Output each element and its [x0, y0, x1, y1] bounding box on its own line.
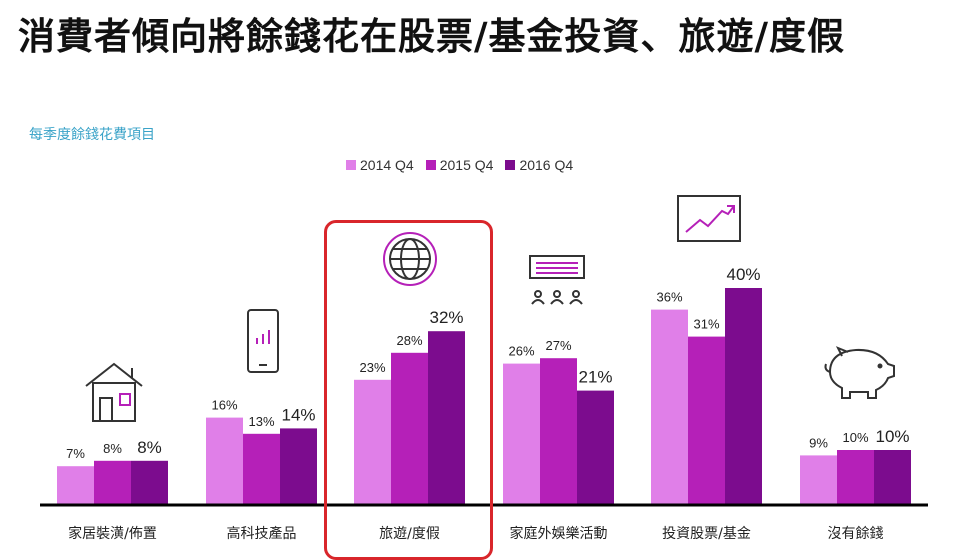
legend-item-2014: 2014 Q4: [346, 157, 414, 173]
category-label-5: 投資股票/基金: [662, 525, 751, 540]
value-label-3-2014-q4: 23%: [359, 360, 385, 375]
value-label-6-2015-q4: 10%: [842, 430, 868, 445]
stock-chart-icon: [677, 195, 741, 242]
legend-swatch-2015: [425, 160, 436, 170]
bar-4-2014-q4: [503, 363, 540, 504]
bar-6-2015-q4: [837, 450, 874, 504]
legend-swatch-2014: [346, 160, 356, 170]
bar-3-2014-q4: [354, 379, 391, 504]
bar-5-2014-q4: [651, 309, 688, 504]
legend-label-2014: 2014 Q4: [360, 157, 414, 173]
bar-4-2015-q4: [540, 358, 577, 504]
page-title: 消費者傾向將餘錢花在股票/基金投資、旅遊/度假: [18, 15, 846, 58]
legend-item-2016: 2016 Q4: [505, 157, 573, 173]
value-label-1-2015-q4: 8%: [103, 441, 122, 456]
value-labels-group: 7% 8% 8% 16% 13% 14% 23% 28% 32% 26% 27% 21% 36% 31% 4…: [66, 265, 909, 461]
legend-swatch-2016: [505, 160, 516, 170]
bar-6-2014-q4: [800, 455, 837, 504]
bar-2-2015-q4: [243, 433, 280, 504]
value-label-6-2016-q4: 10%: [875, 427, 909, 446]
bar-3-2015-q4: [391, 352, 428, 504]
bar-2-2014-q4: [206, 417, 243, 504]
category-labels-group: 家居裝潢/佈置 高科技產品 旅遊/度假 家庭外娛樂活動 投資股票/基金 沒有餘錢: [68, 525, 883, 540]
value-label-6-2014-q4: 9%: [809, 435, 828, 450]
value-label-4-2016-q4: 21%: [578, 368, 612, 387]
bar-3-2016-q4: [428, 331, 465, 504]
value-label-4-2015-q4: 27%: [545, 338, 571, 353]
category-label-1: 家居裝潢/佈置: [68, 525, 157, 540]
value-label-1-2014-q4: 7%: [66, 446, 85, 461]
bar-1-2014-q4: [57, 466, 94, 504]
category-label-2: 高科技產品: [227, 525, 297, 540]
smartphone-icon: [247, 309, 279, 373]
value-label-2-2015-q4: 13%: [248, 414, 274, 429]
bar-chart: 7% 8% 8% 16% 13% 14% 23% 28% 32% 26% 27% 21% 36% 31% 4…: [40, 195, 928, 540]
value-label-1-2016-q4: 8%: [137, 438, 162, 457]
legend-label-2015: 2015 Q4: [439, 157, 494, 173]
bar-1-2015-q4: [94, 460, 131, 504]
category-label-4: 家庭外娛樂活動: [510, 525, 608, 540]
value-label-5-2015-q4: 31%: [693, 317, 719, 332]
bar-1-2016-q4: [131, 460, 168, 504]
value-label-4-2014-q4: 26%: [508, 344, 534, 359]
bar-6-2016-q4: [874, 450, 911, 504]
category-label-6: 沒有餘錢: [828, 525, 884, 540]
value-label-3-2016-q4: 32%: [429, 308, 463, 327]
value-label-3-2015-q4: 28%: [396, 333, 422, 348]
chart-subtitle: 每季度餘錢花費項目: [29, 127, 155, 143]
value-label-5-2016-q4: 40%: [726, 265, 760, 284]
entertainment-icon: [529, 255, 585, 305]
legend-item-2015: 2015 Q4: [425, 157, 494, 173]
bars-group: [57, 288, 911, 504]
value-label-2-2014-q4: 16%: [211, 398, 237, 413]
value-label-5-2014-q4: 36%: [656, 290, 682, 305]
bar-4-2016-q4: [577, 390, 614, 504]
legend-label-2016: 2016 Q4: [519, 157, 574, 173]
piggy-bank-icon: [824, 346, 895, 399]
house-icon: [85, 362, 143, 422]
value-label-2-2016-q4: 14%: [281, 405, 315, 424]
bar-5-2015-q4: [688, 336, 725, 504]
globe-icon: [383, 232, 437, 286]
highlight-box: [324, 220, 493, 560]
bar-2-2016-q4: [280, 428, 317, 504]
chart-legend: 2014 Q4 2015 Q4 2016 Q4: [346, 157, 573, 173]
bar-5-2016-q4: [725, 288, 762, 504]
category-label-3: 旅遊/度假: [379, 526, 440, 540]
